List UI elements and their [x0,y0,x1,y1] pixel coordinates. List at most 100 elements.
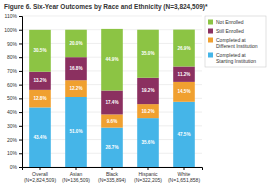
text-line: (N=335,894) [98,177,126,183]
x-tick-mark [148,167,149,170]
data-label: 35.0% [141,51,154,56]
bar [101,29,123,91]
data-label: 30.5% [33,48,46,53]
data-label: 26.9% [177,46,190,51]
y-tick-mark [19,57,22,58]
bar [29,72,51,90]
x-axis: Overall(N=2,824,509) Asian(N=136,509) Blac… [23,167,203,183]
y-tick-mark [19,167,22,168]
chart-title: Figure 6. Six-Year Outcomes by Race and … [4,3,208,11]
y-tick: 90% [7,41,22,47]
y-axis-line [19,17,23,168]
text-line: Starting Institution [216,58,256,64]
y-tick-mark [19,16,22,17]
legend-swatch [208,20,213,25]
data-labels: 43.4%51.0%28.7%35.6%47.5%12.8%12.2%9.6%1… [33,41,190,150]
y-tick-mark [19,43,22,44]
x-tick-label: Black(N=335,894) [98,171,126,183]
data-label: 20.0% [69,41,82,46]
x-tick-label: Hispanic(N=322,205) [134,171,162,183]
bar [137,118,159,167]
x-tick: Black(N=335,894) [98,167,126,183]
data-label: 44.9% [105,57,118,62]
y-tick-mark [19,112,22,113]
x-tick-mark [112,167,113,170]
x-tick-mark [184,167,185,170]
text-line: (N=2,824,509) [24,177,56,183]
text-line: (N=322,205) [134,177,162,183]
data-label: 14.5% [177,89,190,94]
text-line: (N=1,651,858) [168,177,200,183]
y-tick-mark [19,30,22,31]
y-tick: 50% [7,95,22,101]
data-label: 12.2% [69,86,82,91]
y-tick-mark [19,126,22,127]
x-tick-label: Asian(N=136,509) [62,171,90,183]
text-line: Still Enrolled [216,28,244,34]
y-tick: 30% [7,123,22,129]
x-tick-mark [76,167,77,170]
y-tick-label: 30% [7,123,18,129]
y-tick-label: 100% [4,27,17,33]
y-tick-mark [19,98,22,99]
data-label: 51.0% [69,129,82,134]
legend-label: Still Enrolled [216,28,244,34]
data-label: 17.4% [105,100,118,105]
bar [173,30,195,67]
y-tick-label: 90% [7,41,18,47]
data-label: 10.2% [141,109,154,114]
y-tick-label: 50% [7,95,18,101]
y-tick-label: 0% [10,164,18,170]
y-tick-label: 40% [7,109,18,115]
x-tick: White(N=1,651,858) [168,167,200,183]
legend-frame [205,16,266,67]
data-label: 43.4% [33,135,46,140]
data-label: 47.5% [177,132,190,137]
y-tick-label: 20% [7,137,18,143]
bar [29,107,51,167]
bar [65,97,87,167]
data-label: 16.8% [69,66,82,71]
bar [101,91,123,115]
x-tick-label: White(N=1,651,858) [168,171,200,183]
text-line: (N=136,509) [62,177,90,183]
x-tick: Overall(N=2,824,509) [24,167,56,183]
y-tick-mark [19,140,22,141]
bar [173,67,195,82]
legend-swatch [208,29,213,34]
bar [173,102,195,167]
x-tick-label: Overall(N=2,824,509) [24,171,56,183]
chart-root: Figure 6. Six-Year Outcomes by Race and … [0,0,272,185]
legend: Not EnrolledStill EnrolledCompleted atDi… [205,16,266,67]
y-tick: 40% [7,109,22,115]
bar [137,78,159,104]
bar [65,30,87,57]
x-tick-mark [40,167,41,170]
bar [101,114,123,127]
bars [29,29,195,167]
grid [22,16,202,167]
legend-label: Completed atDifferent Institution [216,37,258,49]
bar [65,80,87,97]
data-label: 11.2% [178,72,191,77]
grid-line [22,16,202,17]
legend-swatch [208,38,213,43]
x-tick: Hispanic(N=322,205) [134,167,162,183]
text-line: Different Institution [216,43,258,49]
data-label: 28.7% [105,145,118,150]
y-tick: 70% [7,68,22,74]
y-tick-label: 110% [5,13,18,19]
legend-swatch [208,53,213,58]
chart-svg: Figure 6. Six-Year Outcomes by Race and … [0,0,272,185]
y-tick: 110% [5,13,22,19]
y-tick: 80% [7,54,22,60]
y-tick-mark [19,71,22,72]
y-tick-mark [19,153,22,154]
bar [137,104,159,118]
y-tick: 10% [7,150,22,156]
bar [101,128,123,167]
data-label: 19.2% [141,88,154,93]
data-label: 12.8% [33,96,46,101]
bar [29,90,51,108]
y-tick: 20% [7,137,22,143]
